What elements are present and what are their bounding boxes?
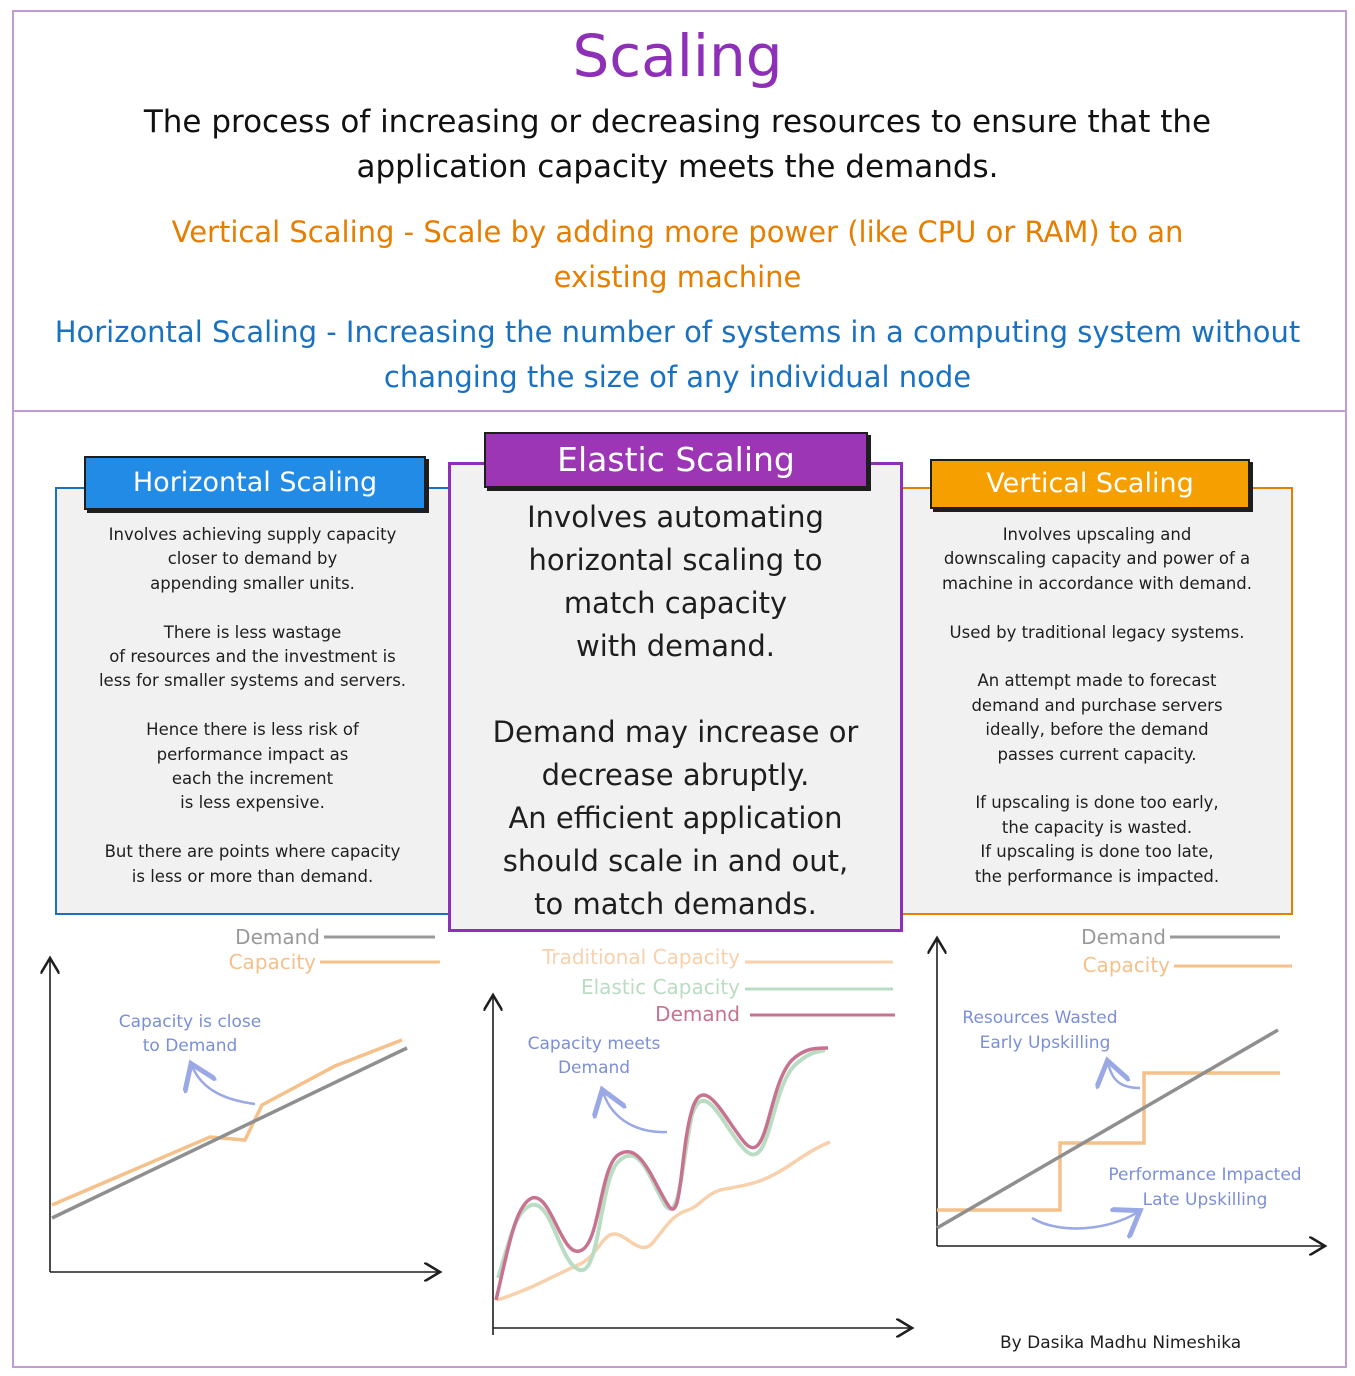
vertical-scaling-label: Vertical Scaling xyxy=(930,459,1250,509)
outer-frame xyxy=(12,10,1347,1368)
elastic-scaling-chart: Traditional Capacity Elastic Capacity De… xyxy=(493,945,912,1335)
vertical-scaling-definition: Vertical Scaling - Scale by adding more … xyxy=(171,215,1184,294)
section-divider xyxy=(12,410,1347,412)
horizontal-scaling-label: Horizontal Scaling xyxy=(84,456,426,510)
h-legend-capacity: Capacity xyxy=(229,950,317,974)
page-title: Scaling xyxy=(572,22,783,90)
author-credit: By Dasika Madhu Nimeshika xyxy=(1000,1333,1242,1353)
horizontal-scaling-panel xyxy=(55,487,450,915)
h-note-line2: to Demand xyxy=(143,1036,238,1056)
e-legend-demand: Demand xyxy=(655,1002,740,1026)
vertical-scaling-text: Involves upscaling and downscaling capac… xyxy=(941,525,1253,886)
e-note-line2: Demand xyxy=(558,1058,630,1078)
v-note2-line2: Late Upskilling xyxy=(1143,1190,1268,1210)
elastic-scaling-panel xyxy=(448,462,903,932)
vertical-scaling-panel xyxy=(900,487,1293,915)
v-legend-capacity: Capacity xyxy=(1083,953,1171,977)
e-legend-elastic: Elastic Capacity xyxy=(581,975,740,999)
v-note1-arrow xyxy=(1108,1063,1141,1090)
v-note2-line1: Performance Impacted xyxy=(1108,1165,1301,1185)
v-note2-arrow xyxy=(1031,1212,1138,1228)
scaling-definition: The process of increasing or decreasing … xyxy=(143,104,1212,185)
h-demand-line xyxy=(51,1046,408,1220)
v-demand-line xyxy=(936,1028,1279,1230)
e-note-line1: Capacity meets xyxy=(528,1034,661,1054)
e-note-arrow xyxy=(603,1092,668,1134)
horizontal-scaling-text: Involves achieving supply capacity close… xyxy=(98,525,407,886)
horizontal-scaling-definition: Horizontal Scaling - Increasing the numb… xyxy=(54,315,1301,394)
elastic-scaling-label: Elastic Scaling xyxy=(484,432,868,488)
e-legend-traditional: Traditional Capacity xyxy=(541,945,740,969)
v-legend-demand: Demand xyxy=(1081,925,1166,949)
h-capacity-line xyxy=(51,1038,403,1207)
v-capacity-step xyxy=(937,1071,1280,1212)
horizontal-scaling-chart: Demand Capacity Capacity is close to Dem… xyxy=(50,925,440,1272)
h-legend-demand: Demand xyxy=(235,925,320,949)
e-traditional-capacity xyxy=(496,1140,831,1302)
elastic-scaling-text: Involves automating horizontal scaling t… xyxy=(492,500,859,921)
h-note-line1: Capacity is close xyxy=(119,1012,261,1032)
e-elastic-capacity xyxy=(496,1048,826,1279)
h-note-arrow xyxy=(192,1066,256,1106)
v-note1-line1: Resources Wasted xyxy=(962,1008,1117,1028)
vertical-scaling-chart: Demand Capacity Resources Wasted Early U… xyxy=(937,925,1325,1246)
e-demand-line xyxy=(494,1046,829,1301)
v-note1-line2: Early Upskilling xyxy=(980,1033,1111,1053)
